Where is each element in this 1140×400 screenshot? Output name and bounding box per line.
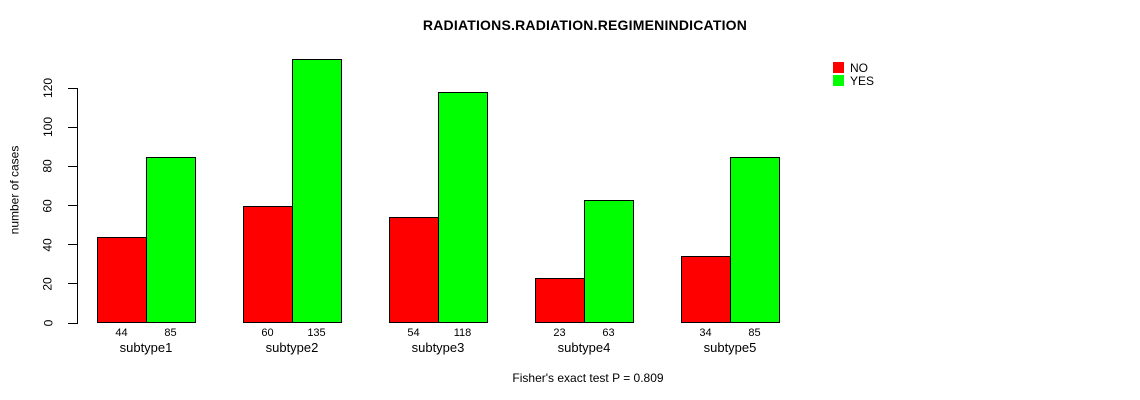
bar-no (535, 278, 585, 323)
bar-count-label: 34 (699, 327, 712, 339)
bar-count-label: 63 (602, 327, 615, 339)
y-axis-title: number of cases (0, 90, 28, 290)
bar-yes (292, 58, 342, 323)
category-label: subtype5 (703, 340, 757, 355)
y-tick-label-text: 0 (41, 319, 55, 327)
bar-yes (438, 91, 488, 323)
y-axis-line (77, 88, 78, 324)
y-tick (68, 165, 77, 167)
bar-yes (146, 156, 196, 323)
y-tick (68, 322, 77, 324)
category-label: subtype1 (119, 340, 173, 355)
y-tick-label-text: 60 (40, 198, 55, 213)
bar-count-label: 85 (164, 327, 177, 339)
bar-no (97, 236, 147, 323)
y-tick-label-text: 80 (40, 159, 55, 173)
legend-swatch (833, 62, 844, 73)
category-label: subtype2 (265, 340, 319, 355)
category-label: subtype4 (557, 340, 611, 355)
y-tick (68, 87, 77, 89)
bar-count-label: 54 (407, 327, 420, 339)
y-axis-title-text: number of cases (7, 145, 21, 235)
y-tick (68, 283, 77, 285)
y-tick-label-text: 40 (40, 238, 55, 252)
bar-count-label: 44 (115, 327, 128, 339)
legend-swatch (833, 75, 844, 86)
legend: NO YES (833, 60, 875, 88)
bar-no (243, 205, 293, 323)
y-tick (68, 244, 77, 246)
chart-title: RADIATIONS.RADIATION.REGIMENINDICATION (422, 17, 748, 33)
legend-item-yes: YES (833, 73, 875, 88)
legend-label: NO (850, 60, 868, 75)
footnote: Fisher's exact test P = 0.809 (512, 371, 664, 385)
y-tick-label-text: 100 (41, 117, 55, 138)
y-tick (68, 126, 77, 128)
bar-count-label: 23 (553, 327, 566, 339)
category-label: subtype3 (411, 340, 465, 355)
legend-item-no: NO (833, 60, 874, 75)
bar-no (389, 217, 439, 324)
y-tick (68, 205, 77, 206)
y-tick-label: 120 (38, 58, 58, 118)
bar-count-label: 118 (453, 327, 472, 339)
bar-count-label: 135 (307, 327, 326, 339)
bar-count-label: 60 (261, 327, 274, 339)
bar-no (681, 256, 731, 323)
y-tick-label-text: 120 (41, 77, 55, 99)
bar-yes (730, 156, 780, 323)
legend-label: YES (850, 73, 875, 88)
bar-count-label: 85 (748, 327, 761, 339)
bar-yes (584, 199, 634, 323)
y-tick-label-text: 20 (40, 277, 55, 291)
